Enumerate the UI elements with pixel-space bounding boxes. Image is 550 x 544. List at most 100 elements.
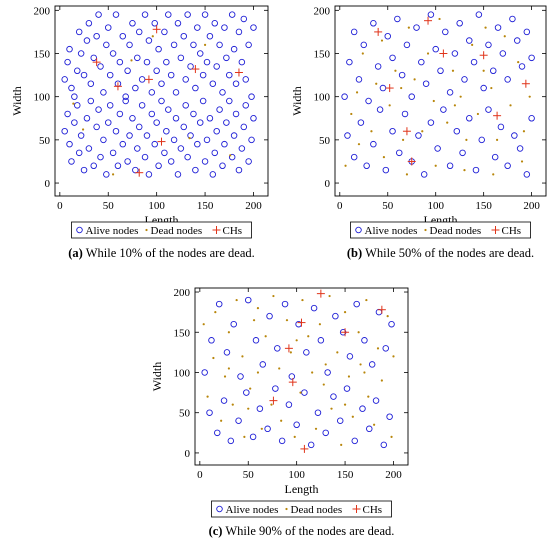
ch-point — [424, 16, 433, 25]
ch-point — [493, 111, 502, 120]
alive-node-point — [388, 320, 395, 328]
dead-node-point — [231, 403, 234, 406]
alive-node-point — [446, 162, 454, 170]
y-tick-label: 100 — [174, 367, 191, 379]
dead-node-point — [206, 395, 209, 398]
alive-node-point — [523, 171, 531, 178]
y-tick-label: 50 — [319, 135, 331, 147]
alive-node-point — [138, 76, 146, 83]
dead-node-point — [407, 26, 410, 29]
alive-node-point — [386, 413, 393, 420]
alive-node-point — [248, 136, 255, 144]
caption-text: While 50% of the nodes are dead. — [362, 246, 534, 260]
alive-node-point — [201, 369, 208, 376]
alive-node-point — [90, 54, 97, 62]
alive-node-point — [250, 115, 257, 122]
alive-node-point — [61, 76, 68, 83]
alive-node-point — [370, 140, 377, 148]
legend-dead-label: Dead nodes — [430, 225, 482, 237]
alive-node-point — [167, 158, 175, 165]
alive-node-point — [221, 24, 228, 31]
dead-node-point — [264, 335, 267, 338]
alive-node-point — [389, 54, 396, 62]
alive-node-point — [122, 97, 129, 105]
dead-node-point — [247, 407, 250, 410]
alive-node-point — [75, 28, 83, 36]
legend: Alive nodes Dead nodes CHs — [350, 221, 531, 239]
alive-node-point — [237, 373, 244, 380]
alive-node-point — [355, 76, 363, 83]
alive-node-point — [75, 149, 83, 157]
alive-node-point — [528, 54, 535, 62]
ch-point — [407, 157, 416, 166]
dead-node-point — [495, 138, 499, 141]
alive-node-point — [235, 28, 243, 36]
alive-node-point — [213, 63, 220, 70]
alive-node-point — [100, 136, 107, 144]
alive-node-point — [61, 127, 68, 135]
legend-dead-marker — [145, 228, 148, 232]
alive-node-point — [453, 127, 461, 135]
alive-node-point — [461, 76, 468, 83]
alive-node-point — [466, 37, 473, 44]
ch-point — [479, 51, 488, 60]
legend-ch-label: CHs — [363, 504, 383, 516]
alive-node-point — [201, 11, 209, 18]
dead-node-point — [260, 427, 263, 430]
dead-node-point — [252, 319, 256, 322]
alive-node-point — [80, 71, 88, 79]
alive-node-point — [427, 11, 435, 18]
alive-node-point — [201, 158, 209, 165]
alive-node-point — [209, 80, 217, 87]
alive-node-point — [244, 296, 252, 304]
alive-node-point — [85, 20, 93, 27]
alive-node-point — [228, 11, 236, 18]
alive-node-point — [141, 153, 149, 161]
dead-node-point — [318, 323, 321, 326]
ch-point — [316, 289, 325, 298]
y-tick-label: 100 — [34, 92, 51, 104]
y-tick-label: 50 — [39, 135, 51, 147]
alive-node-point — [95, 106, 102, 113]
alive-node-point — [97, 153, 104, 161]
alive-node-point — [324, 369, 331, 376]
alive-node-point — [196, 119, 204, 126]
dead-node-point — [249, 387, 252, 390]
alive-node-point — [109, 50, 117, 57]
dead-node-point — [330, 407, 333, 410]
alive-node-point — [119, 32, 127, 40]
dead-node-point — [203, 43, 207, 46]
dead-node-point — [256, 307, 260, 310]
alive-node-point — [494, 24, 502, 31]
alive-node-point — [66, 140, 73, 148]
alive-node-point — [288, 373, 296, 380]
alive-node-point — [516, 145, 524, 152]
legend-alive-marker — [76, 226, 83, 234]
y-tick-label: 200 — [174, 287, 191, 299]
alive-node-point — [415, 132, 422, 139]
dead-node-point — [405, 173, 409, 176]
dead-node-point — [390, 435, 393, 438]
alive-node-point — [109, 149, 117, 157]
alive-node-point — [372, 397, 380, 404]
alive-node-point — [209, 171, 217, 178]
alive-node-point — [97, 63, 104, 70]
alive-node-point — [478, 136, 485, 144]
dead-node-point — [188, 137, 191, 140]
x-tick-label: 200 — [523, 200, 540, 212]
plot-frame — [334, 5, 547, 197]
alive-node-point — [509, 15, 516, 23]
alive-node-point — [223, 349, 231, 356]
alive-node-point — [129, 20, 136, 27]
alive-node-point — [187, 132, 194, 139]
dead-node-point — [517, 61, 520, 64]
alive-node-point — [194, 24, 201, 31]
alive-node-point — [310, 304, 318, 312]
dead-node-point — [293, 435, 296, 438]
ch-point — [402, 127, 411, 136]
alive-node-point — [77, 132, 85, 139]
dead-node-point — [509, 104, 512, 107]
dead-node-point — [465, 138, 468, 141]
dead-node-point — [446, 121, 449, 124]
